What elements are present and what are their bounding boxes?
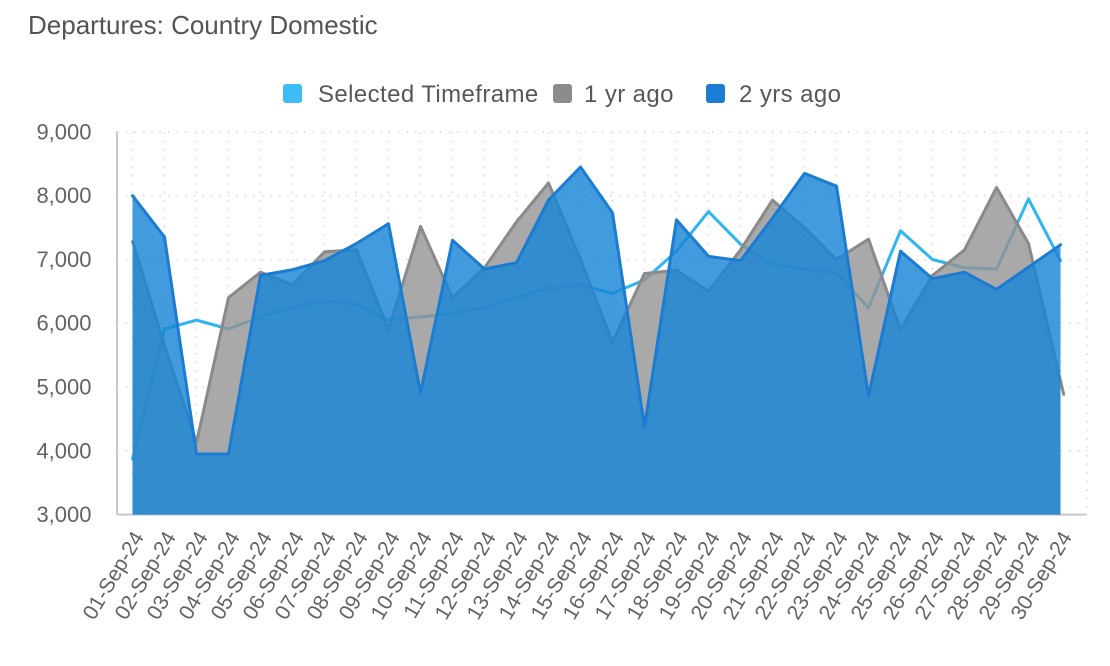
svg-text:7,000: 7,000 xyxy=(36,247,91,272)
svg-text:3,000: 3,000 xyxy=(36,502,91,527)
svg-text:6,000: 6,000 xyxy=(36,311,91,336)
svg-text:8,000: 8,000 xyxy=(36,183,91,208)
svg-text:9,000: 9,000 xyxy=(36,119,91,144)
svg-text:5,000: 5,000 xyxy=(36,375,91,400)
svg-text:4,000: 4,000 xyxy=(36,438,91,463)
